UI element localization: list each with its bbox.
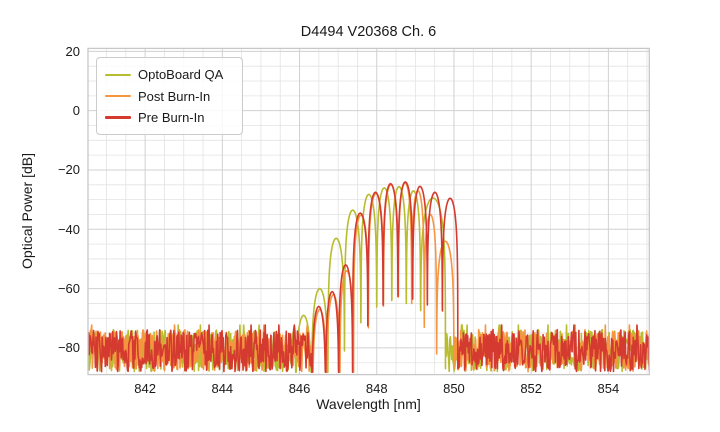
- y-tick-label: 20: [65, 43, 80, 59]
- legend-line-swatch: [105, 94, 131, 98]
- x-tick-label: 854: [597, 381, 620, 396]
- legend-item: OptoBoard QA: [105, 64, 234, 85]
- x-tick-label: 848: [365, 381, 388, 396]
- legend: OptoBoard QA Post Burn-In Pre Burn-In: [96, 57, 243, 136]
- x-tick-label: 846: [288, 381, 311, 396]
- x-tick-label: 842: [134, 381, 156, 396]
- y-tick-label: −80: [57, 340, 80, 356]
- legend-item: Post Burn-In: [105, 85, 234, 106]
- x-tick-label: 844: [211, 381, 234, 396]
- chart-title: D4494 V20368 Ch. 6: [300, 24, 437, 40]
- legend-line-swatch: [105, 116, 131, 119]
- legend-label: Pre Burn-In: [138, 109, 205, 125]
- x-tick-label: 850: [443, 381, 465, 396]
- y-tick-label: −40: [57, 221, 80, 237]
- y-tick-label: −60: [57, 281, 80, 297]
- plot-border: [87, 47, 650, 376]
- y-tick-label: −20: [57, 162, 80, 178]
- series-line-pre-burn-in: [88, 181, 650, 374]
- legend-label: Post Burn-In: [138, 88, 211, 104]
- legend-line-swatch: [105, 73, 131, 76]
- x-tick-label: 852: [520, 381, 543, 396]
- x-axis-label: Wavelength [nm]: [316, 396, 421, 412]
- legend-item: Pre Burn-In: [105, 107, 234, 128]
- legend-label: OptoBoard QA: [138, 67, 224, 83]
- y-tick-label: 0: [72, 103, 80, 119]
